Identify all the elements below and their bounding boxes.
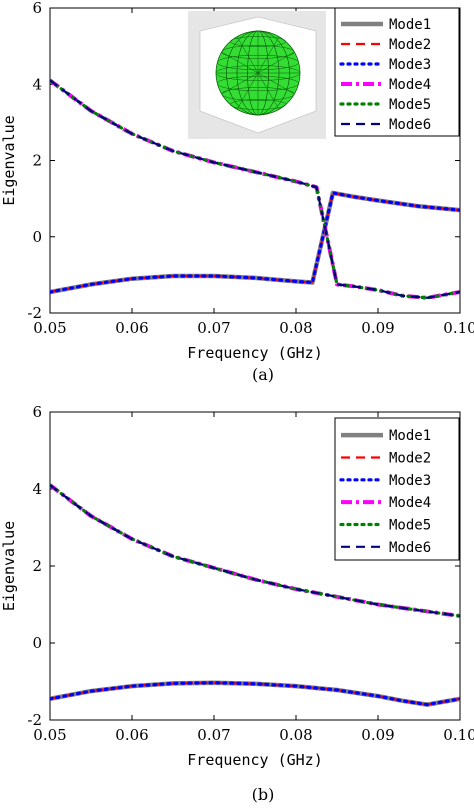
legend-label-mode1: Mode1 [389, 17, 431, 33]
x-tick-label: 0.06 [115, 726, 148, 744]
y-tick-label: -2 [27, 304, 42, 322]
y-axis-label: Eigenvalue [0, 521, 18, 611]
legend-label-mode6: Mode6 [389, 540, 431, 556]
legend-box [334, 417, 460, 561]
x-tick-label: 0.09 [361, 726, 394, 744]
x-tick-label: 0.06 [115, 319, 148, 337]
legend-label-mode6: Mode6 [389, 117, 431, 133]
legend-label-mode5: Mode5 [389, 518, 431, 534]
y-axis-label: Eigenvalue [0, 115, 18, 205]
series-line-mode3 [50, 191, 460, 294]
x-tick-label: 0.05 [33, 319, 66, 337]
series-group [50, 483, 460, 707]
x-tick-label: 0.09 [361, 319, 394, 337]
legend-label-mode5: Mode5 [389, 97, 431, 113]
panel-caption: (a) [252, 365, 274, 384]
series-group [50, 78, 460, 300]
legend-label-mode3: Mode3 [389, 473, 431, 489]
y-tick-label: -2 [27, 711, 42, 729]
x-tick-label: 0.10 [443, 319, 474, 337]
x-tick-label: 0.08 [279, 726, 312, 744]
y-tick-label: 6 [32, 403, 42, 421]
legend-box [334, 7, 460, 137]
series-line-mode3 [50, 681, 460, 707]
inset-sphere-mesh [188, 11, 326, 139]
y-tick-label: 2 [32, 152, 42, 170]
x-tick-label: 0.07 [197, 319, 230, 337]
x-axis-label: Frequency (GHz) [187, 751, 322, 769]
y-tick-label: 4 [32, 480, 42, 498]
y-tick-label: 0 [32, 634, 42, 652]
legend: Mode1 Mode2 Mode3 Mode4 Mode5 Mode6 [334, 7, 460, 137]
chart-panel-a: 0.05 0.06 0.07 0.08 0.09 0.10 -2 0 2 4 6 Frequency … [0, 0, 474, 384]
y-tick-label: 0 [32, 228, 42, 246]
legend-label-mode2: Mode2 [389, 451, 431, 467]
series-line-mode6 [50, 79, 460, 299]
y-tick-label: 2 [32, 557, 42, 575]
x-tick-label: 0.05 [33, 726, 66, 744]
legend-label-mode3: Mode3 [389, 57, 431, 73]
legend-label-mode1: Mode1 [389, 428, 431, 444]
sphere-mesh-lines [215, 30, 301, 116]
legend: Mode1 Mode2 Mode3 Mode4 Mode5 Mode6 [334, 417, 460, 561]
legend-label-mode4: Mode4 [389, 495, 431, 511]
y-tick-label: 4 [32, 75, 42, 93]
x-tick-label: 0.10 [443, 726, 474, 744]
x-tick-label: 0.07 [197, 726, 230, 744]
legend-label-mode4: Mode4 [389, 77, 431, 93]
x-tick-label: 0.08 [279, 319, 312, 337]
panel-caption: (b) [252, 785, 275, 804]
legend-label-mode2: Mode2 [389, 37, 431, 53]
chart-panel-b: 0.05 0.06 0.07 0.08 0.09 0.10 -2 0 2 4 6 Frequency … [0, 403, 474, 804]
series-line-mode6 [50, 484, 460, 618]
y-tick-label: 6 [32, 0, 42, 17]
x-axis-label: Frequency (GHz) [187, 344, 322, 362]
